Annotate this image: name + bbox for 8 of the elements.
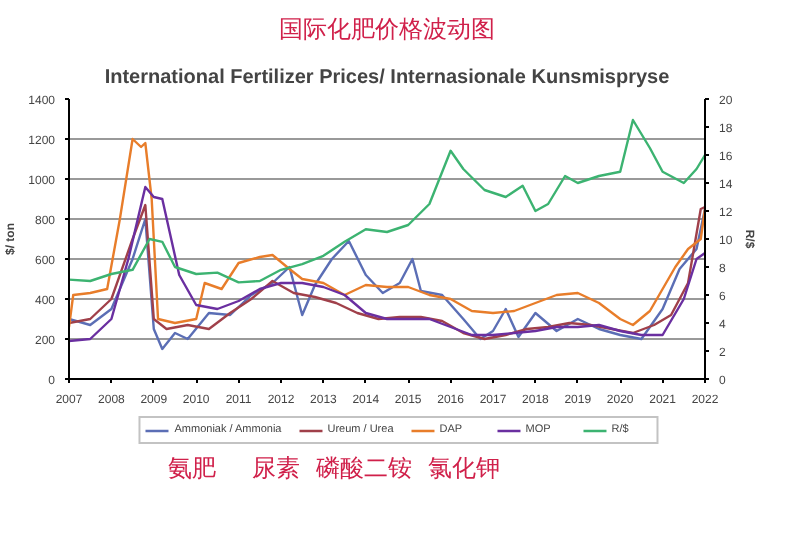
text: 氯化钾 — [428, 454, 500, 482]
text: 磷酸二铵 — [316, 454, 412, 482]
chart-title: 国际化肥价格波动图 — [279, 15, 495, 43]
chart-subtitle: International Fertilizer Prices/ Internasionale Kunsmispryse — [104, 67, 671, 89]
line-series — [69, 118, 705, 284]
text: 氨肥 — [168, 454, 216, 482]
text: 尿素 — [252, 454, 300, 482]
line-series — [69, 137, 705, 329]
